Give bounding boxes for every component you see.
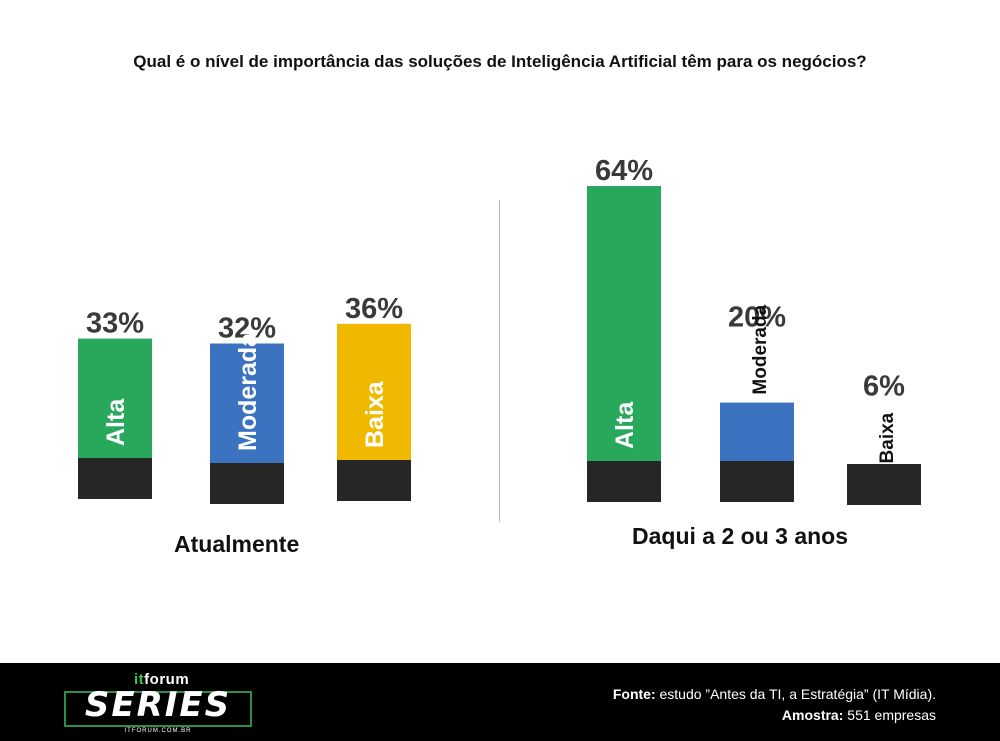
source-line: Fonte: estudo ”Antes da TI, a Estratégia…	[612, 686, 936, 702]
itforum-series-logo: itforum SERIES ITFORUM.COM.BR	[64, 671, 256, 735]
value-label-atual-baixa: 36%	[345, 293, 403, 325]
bar-base-futuro-baixa	[847, 464, 921, 505]
bar-base-atual-alta	[78, 458, 152, 499]
value-label-futuro-alta: 64%	[595, 155, 653, 187]
bar-atual-baixa	[337, 323, 411, 460]
sample-line: Amostra: 551 empresas	[781, 707, 936, 723]
source-note: Fonte: estudo ”Antes da TI, a Estratégia…	[613, 684, 936, 726]
bar-atual-alta	[78, 338, 152, 458]
footer-bar: itforum SERIES ITFORUM.COM.BR Fonte: est…	[0, 663, 1000, 741]
bar-chart: 33%Alta32%Moderada36%Baixa64%Alta20%Mode…	[78, 155, 921, 505]
logo-main-text: SERIES	[84, 685, 232, 725]
bar-base-futuro-alta	[587, 461, 661, 502]
category-label-futuro-baixa: Baixa	[877, 412, 898, 463]
bar-base-atual-moderada	[210, 463, 284, 504]
value-label-atual-alta: 33%	[86, 308, 144, 340]
group-label-daqui: Daqui a 2 ou 3 anos	[632, 523, 848, 549]
category-label-atual-alta: Alta	[102, 398, 130, 446]
chart-title: Qual é o nível de importância das soluçõ…	[133, 52, 867, 71]
category-label-atual-moderada: Moderada	[234, 332, 262, 451]
value-label-atual-moderada: 32%	[218, 313, 276, 345]
value-label-futuro-baixa: 6%	[863, 370, 905, 402]
group-divider	[499, 200, 500, 522]
bar-futuro-alta	[587, 186, 661, 461]
bar-futuro-moderada	[720, 402, 794, 461]
value-label-futuro-moderada: 20%	[728, 302, 786, 334]
group-label-atualmente: Atualmente	[174, 531, 300, 557]
logo-url-text: ITFORUM.COM.BR	[124, 728, 192, 734]
bar-base-futuro-moderada	[720, 461, 794, 502]
category-label-futuro-moderada: Moderada	[750, 304, 771, 394]
logo-frame	[64, 691, 252, 727]
bar-atual-moderada	[210, 343, 284, 463]
logo-top-text: itforum	[134, 671, 190, 688]
category-label-futuro-alta: Alta	[611, 401, 639, 449]
category-label-atual-baixa: Baixa	[361, 380, 389, 448]
bar-base-atual-baixa	[337, 460, 411, 501]
